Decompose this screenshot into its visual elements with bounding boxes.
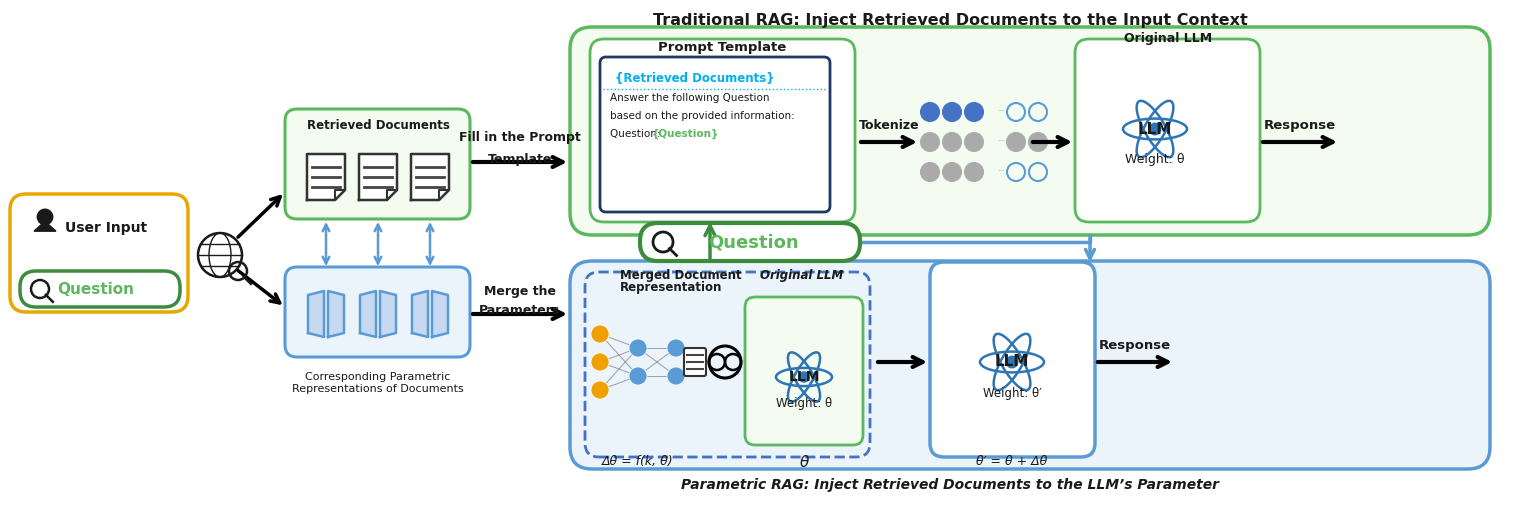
FancyBboxPatch shape <box>285 267 470 357</box>
Text: Δθ = f(k, θ): Δθ = f(k, θ) <box>603 455 674 468</box>
FancyBboxPatch shape <box>639 223 861 261</box>
Text: Response: Response <box>1264 119 1337 131</box>
Circle shape <box>1006 356 1018 368</box>
Text: {Retrieved Documents}: {Retrieved Documents} <box>615 72 775 85</box>
Text: Question:: Question: <box>610 129 664 139</box>
Text: LLM: LLM <box>789 370 819 384</box>
Text: Weight: θ: Weight: θ <box>775 396 832 410</box>
Text: θ: θ <box>800 455 809 470</box>
Polygon shape <box>380 291 397 337</box>
Text: ···: ··· <box>998 105 1010 119</box>
Circle shape <box>964 103 983 121</box>
Text: Merged Document: Merged Document <box>620 269 742 282</box>
Circle shape <box>800 372 809 382</box>
Circle shape <box>37 209 53 225</box>
Circle shape <box>922 103 938 121</box>
Text: Traditional RAG: Inject Retrieved Documents to the Input Context: Traditional RAG: Inject Retrieved Docume… <box>653 13 1247 28</box>
Polygon shape <box>328 291 343 337</box>
Text: Question: Question <box>708 233 798 251</box>
Polygon shape <box>412 291 427 337</box>
Text: Parametric RAG: Inject Retrieved Documents to the LLM’s Parameter: Parametric RAG: Inject Retrieved Documen… <box>681 478 1219 492</box>
FancyBboxPatch shape <box>745 297 864 445</box>
Circle shape <box>943 133 961 151</box>
FancyBboxPatch shape <box>20 271 180 307</box>
Text: Prompt Template: Prompt Template <box>658 41 786 54</box>
Polygon shape <box>308 291 324 337</box>
Text: ···: ··· <box>998 165 1010 178</box>
Circle shape <box>1029 133 1047 151</box>
Polygon shape <box>307 154 345 200</box>
Circle shape <box>629 339 647 357</box>
Polygon shape <box>410 154 449 200</box>
Text: Tokenize: Tokenize <box>859 119 919 131</box>
FancyBboxPatch shape <box>285 109 470 219</box>
Text: Corresponding Parametric
Representations of Documents: Corresponding Parametric Representations… <box>291 372 464 393</box>
Text: Question: Question <box>56 281 134 297</box>
Circle shape <box>943 103 961 121</box>
Text: Representation: Representation <box>620 281 722 294</box>
Polygon shape <box>359 154 397 200</box>
Circle shape <box>591 325 609 343</box>
Text: Answer the following Question: Answer the following Question <box>610 93 769 103</box>
Text: Merge the: Merge the <box>484 284 555 298</box>
Polygon shape <box>34 221 56 231</box>
Text: {Question}: {Question} <box>652 129 719 139</box>
Text: Weight: θ′: Weight: θ′ <box>983 386 1041 400</box>
Text: based on the provided information:: based on the provided information: <box>610 111 795 121</box>
Circle shape <box>964 163 983 181</box>
FancyBboxPatch shape <box>684 348 707 376</box>
Text: LLM: LLM <box>1138 122 1172 136</box>
Text: LLM: LLM <box>995 354 1029 370</box>
Text: Template: Template <box>488 153 552 165</box>
Circle shape <box>964 133 983 151</box>
FancyBboxPatch shape <box>571 27 1489 235</box>
Circle shape <box>922 133 938 151</box>
FancyBboxPatch shape <box>600 57 830 212</box>
Circle shape <box>667 339 685 357</box>
Circle shape <box>591 353 609 371</box>
Circle shape <box>943 163 961 181</box>
Text: Original LLM: Original LLM <box>760 269 844 282</box>
FancyBboxPatch shape <box>584 272 870 457</box>
Polygon shape <box>432 291 449 337</box>
Circle shape <box>922 163 938 181</box>
Text: Parameters: Parameters <box>479 304 560 316</box>
FancyBboxPatch shape <box>571 261 1489 469</box>
FancyBboxPatch shape <box>929 262 1096 457</box>
Circle shape <box>1007 133 1025 151</box>
Text: Weight: θ: Weight: θ <box>1125 153 1184 165</box>
Circle shape <box>591 381 609 399</box>
Text: ···: ··· <box>998 135 1010 149</box>
Circle shape <box>667 367 685 385</box>
Text: Fill in the Prompt: Fill in the Prompt <box>459 130 581 143</box>
Text: Response: Response <box>1099 339 1170 351</box>
Text: Retrieved Documents: Retrieved Documents <box>307 119 450 132</box>
FancyBboxPatch shape <box>591 39 855 222</box>
Circle shape <box>629 367 647 385</box>
Text: θ′ = θ + Δθ: θ′ = θ + Δθ <box>977 455 1048 468</box>
Text: User Input: User Input <box>66 221 146 235</box>
Polygon shape <box>360 291 375 337</box>
Circle shape <box>1149 123 1161 135</box>
FancyBboxPatch shape <box>1074 39 1260 222</box>
FancyBboxPatch shape <box>11 194 188 312</box>
Text: Original LLM: Original LLM <box>1125 32 1212 45</box>
